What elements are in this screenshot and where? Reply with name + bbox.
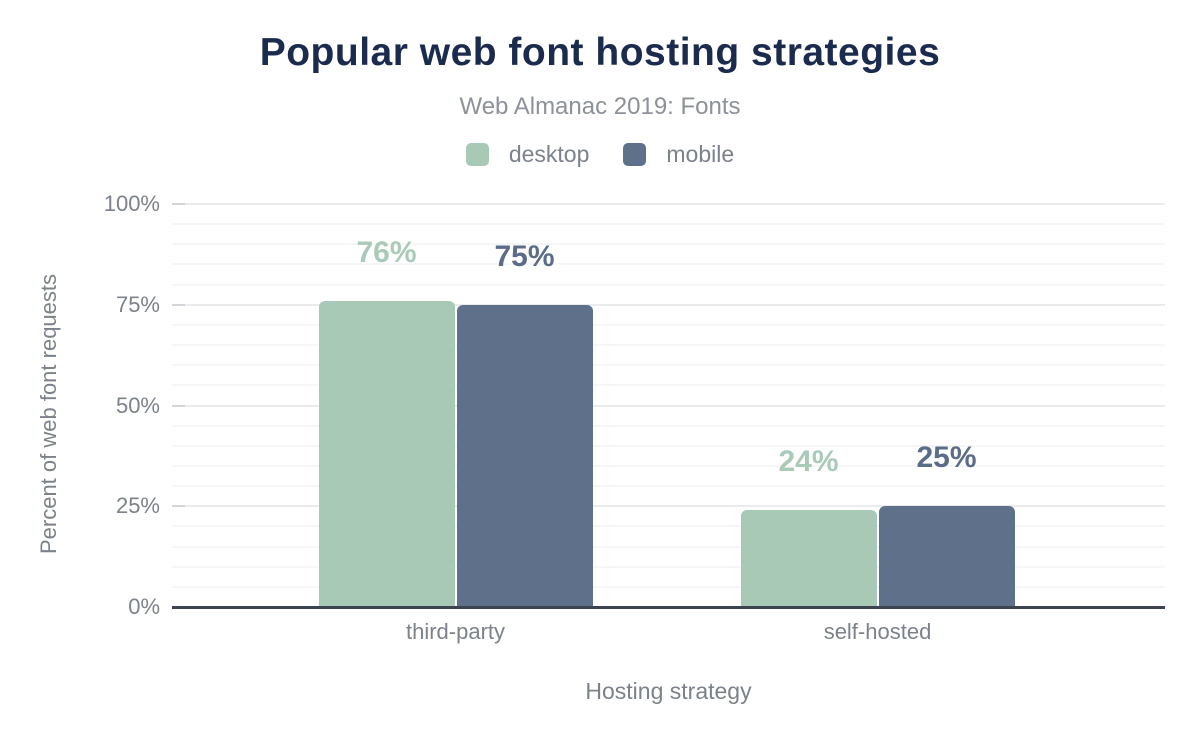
gridline-major bbox=[172, 505, 1165, 508]
value-label-desktop-third-party: 76% bbox=[356, 235, 417, 269]
y-tick-mark bbox=[172, 505, 185, 508]
gridline-minor bbox=[172, 585, 1165, 588]
legend-swatch-desktop-icon bbox=[465, 143, 489, 166]
gridline-minor bbox=[172, 283, 1165, 286]
gridline-minor bbox=[172, 464, 1165, 467]
gridline-minor bbox=[172, 485, 1165, 488]
gridline-minor bbox=[172, 344, 1165, 347]
gridline-major bbox=[172, 404, 1165, 407]
x-tick-label-third-party: third-party bbox=[405, 619, 506, 644]
x-axis-line bbox=[172, 606, 1165, 609]
x-axis-title: Hosting strategy bbox=[585, 678, 752, 704]
gridline-minor bbox=[172, 545, 1165, 548]
gridline-major bbox=[172, 203, 1165, 205]
legend-item-mobile[interactable]: mobile bbox=[623, 141, 734, 168]
legend-label-mobile: mobile bbox=[666, 141, 735, 167]
bar-mobile-third-party[interactable] bbox=[456, 304, 593, 607]
y-tick-mark bbox=[172, 303, 185, 306]
gridline-minor bbox=[172, 384, 1165, 387]
gridline-minor bbox=[172, 424, 1165, 427]
gridline-minor bbox=[172, 565, 1165, 568]
legend-swatch-mobile-icon bbox=[623, 143, 647, 166]
gridline-major bbox=[172, 303, 1165, 306]
value-label-desktop-self-hosted: 24% bbox=[778, 445, 839, 479]
y-tick-label: 50% bbox=[115, 392, 160, 418]
value-label-mobile-self-hosted: 25% bbox=[916, 441, 977, 475]
y-axis-title: Percent of web font requests bbox=[36, 273, 61, 555]
gridline-minor bbox=[172, 263, 1165, 266]
legend-label-desktop: desktop bbox=[508, 141, 590, 167]
gridline-minor bbox=[172, 323, 1165, 326]
y-tick-label: 25% bbox=[115, 493, 160, 519]
chart-subtitle: Web Almanac 2019: Fonts bbox=[459, 93, 741, 120]
y-tick-label: 75% bbox=[115, 291, 160, 317]
gridline-minor bbox=[172, 243, 1165, 246]
legend-item-desktop[interactable]: desktop bbox=[465, 141, 590, 168]
bar-mobile-self-hosted[interactable] bbox=[878, 506, 1015, 607]
y-tick-mark bbox=[172, 404, 185, 407]
y-tick-label: 100% bbox=[103, 191, 160, 216]
gridline-minor bbox=[172, 525, 1165, 528]
bar-desktop-self-hosted[interactable] bbox=[740, 510, 877, 607]
bar-desktop-third-party[interactable] bbox=[318, 300, 455, 607]
legend: desktop mobile bbox=[0, 141, 1200, 168]
chart-title: Popular web font hosting strategies bbox=[259, 31, 941, 74]
value-label-mobile-third-party: 75% bbox=[494, 239, 555, 273]
y-tick-mark bbox=[172, 203, 185, 205]
gridline-minor bbox=[172, 364, 1165, 367]
gridline-minor bbox=[172, 223, 1165, 226]
x-tick-label-self-hosted: self-hosted bbox=[823, 619, 932, 644]
gridline-minor bbox=[172, 444, 1165, 447]
y-tick-label: 0% bbox=[128, 594, 160, 619]
